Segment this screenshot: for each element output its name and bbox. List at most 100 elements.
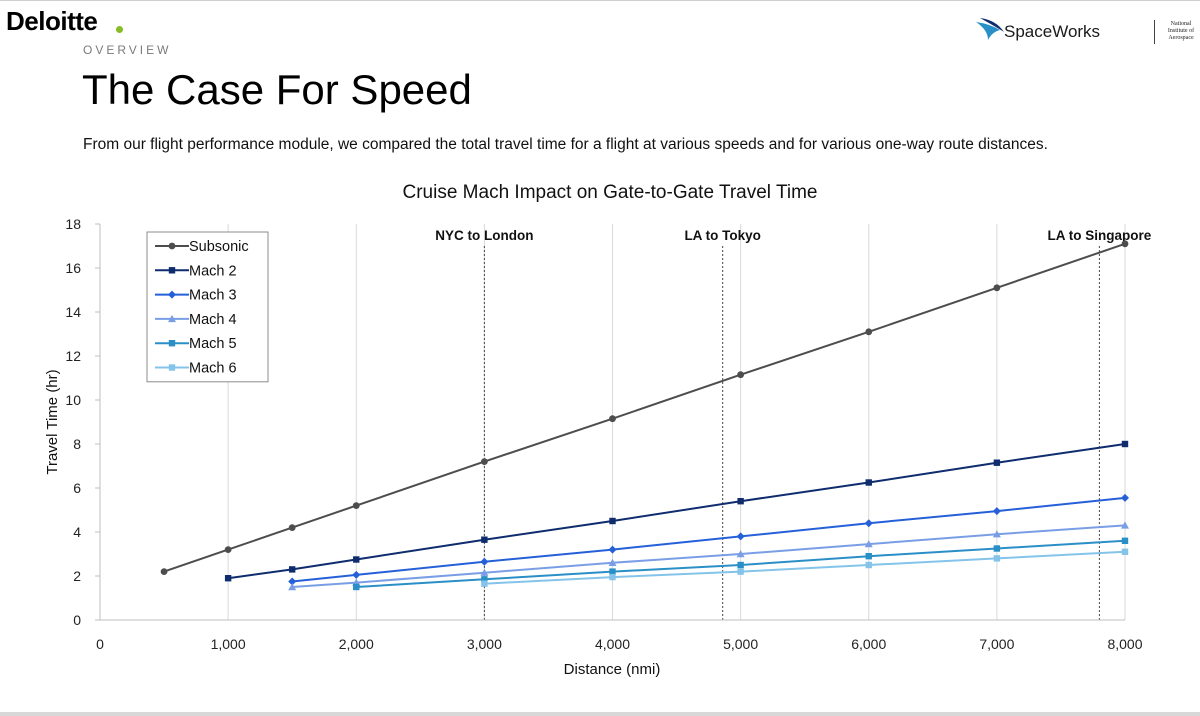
- data-point: [1121, 493, 1129, 502]
- data-point: [992, 507, 1001, 516]
- data-point: [609, 415, 616, 423]
- legend-item: Mach 3: [155, 288, 237, 304]
- route-marker-label: LA to Tokyo: [684, 228, 761, 243]
- data-point: [736, 532, 745, 541]
- top-border: [0, 0, 1200, 1]
- x-tick-label: 6,000: [851, 636, 886, 652]
- data-point: [481, 580, 488, 587]
- data-point: [737, 561, 744, 569]
- x-tick-label: 3,000: [467, 636, 502, 652]
- data-point: [864, 540, 873, 548]
- chart-title: Cruise Mach Impact on Gate-to-Gate Trave…: [403, 182, 818, 203]
- x-tick-label: 1,000: [211, 636, 246, 652]
- data-point: [480, 458, 488, 465]
- y-tick-label: 16: [65, 260, 81, 276]
- x-tick-label: 8,000: [1107, 636, 1142, 652]
- x-tick-label: 7,000: [979, 636, 1014, 652]
- data-point: [1121, 537, 1129, 544]
- spaceworks-logo-text: SpaceWorks: [1004, 22, 1101, 41]
- y-tick-label: 8: [73, 436, 81, 452]
- data-point: [993, 459, 1001, 466]
- data-point: [609, 573, 616, 581]
- data-point: [864, 519, 873, 528]
- data-point: [288, 583, 297, 591]
- series-line: [163, 242, 1126, 573]
- x-tick-label: 2,000: [339, 636, 374, 652]
- data-point: [168, 267, 176, 274]
- legend-box: [146, 231, 269, 383]
- series-subsonic: [160, 240, 1129, 575]
- data-point: [480, 557, 489, 566]
- series-line: [484, 550, 1126, 585]
- data-point: [168, 314, 176, 323]
- route-marker-label: LA to Singapore: [1048, 228, 1152, 243]
- data-point: [288, 524, 296, 531]
- data-point: [1121, 440, 1129, 448]
- deloitte-logo-dot: [116, 26, 123, 33]
- data-point: [992, 530, 1001, 538]
- y-tick-label: 4: [73, 524, 81, 540]
- x-tick-label: 0: [96, 636, 104, 652]
- series-line: [292, 496, 1126, 583]
- data-point: [608, 545, 617, 554]
- y-axis-label: Travel Time (hr): [44, 369, 61, 474]
- x-tick-label: 5,000: [723, 636, 758, 652]
- x-axis-label: Distance (nmi): [564, 661, 661, 678]
- deloitte-logo: Deloitte: [6, 6, 98, 36]
- y-tick-label: 6: [73, 480, 81, 496]
- data-point: [168, 364, 176, 371]
- data-point: [1121, 240, 1129, 248]
- data-point: [865, 479, 872, 486]
- data-point: [737, 568, 744, 575]
- data-point: [993, 555, 1001, 562]
- data-point: [865, 328, 873, 336]
- legend-label: Mach 3: [189, 288, 237, 304]
- legend-label: Mach 4: [189, 312, 237, 328]
- route-annotations: NYC to London LA to Tokyo LA to Singapore: [435, 228, 1152, 620]
- y-tick-label: 10: [65, 392, 81, 408]
- data-point: [993, 284, 1001, 292]
- nia-logo-text: National Institute of Aerospace: [1167, 21, 1195, 41]
- data-point: [224, 546, 232, 553]
- y-tick-label: 12: [65, 348, 81, 364]
- data-point: [608, 558, 617, 566]
- x-tick-label: 4,000: [595, 636, 630, 652]
- page-title: The Case For Speed: [82, 66, 472, 113]
- route-marker-label: NYC to London: [435, 228, 533, 243]
- data-point: [609, 568, 616, 575]
- data-point: [993, 545, 1001, 552]
- data-point: [609, 517, 616, 525]
- series-mach-4: [288, 521, 1129, 591]
- data-point: [168, 242, 176, 250]
- spaceworks-swoosh-icon: [976, 18, 1004, 40]
- data-point: [224, 575, 232, 582]
- series-mach-5: [353, 537, 1129, 591]
- data-point: [352, 502, 360, 509]
- data-point: [1121, 521, 1129, 529]
- legend: Subsonic Mach 2 Mach 3 Mach 4 Mach 5 Mach 6: [146, 231, 269, 383]
- data-point: [736, 550, 745, 558]
- data-point: [160, 568, 168, 575]
- data-point: [288, 577, 297, 586]
- data-point: [481, 576, 488, 583]
- data-point: [353, 556, 360, 563]
- legend-item: Mach 5: [155, 336, 237, 352]
- data-point: [737, 498, 744, 505]
- legend-label: Mach 5: [189, 336, 237, 352]
- data-point: [865, 561, 872, 569]
- data-point: [168, 340, 176, 347]
- legend-item: Subsonic: [155, 239, 249, 255]
- axes: 0 1,000 2,000 3,000 4,000 5,000 6,000 7,000 8,00…: [65, 216, 1142, 652]
- data-point: [353, 583, 360, 591]
- series-lines: [160, 240, 1129, 591]
- series-mach-2: [224, 440, 1129, 582]
- legend-label: Mach 2: [189, 263, 237, 279]
- y-tick-label: 18: [65, 216, 81, 232]
- data-point: [288, 566, 296, 573]
- series-line: [292, 524, 1126, 588]
- legend-item: Mach 4: [155, 312, 237, 328]
- bottom-border: [0, 712, 1200, 716]
- data-point: [865, 553, 872, 560]
- y-tick-label: 0: [73, 612, 81, 628]
- legend-label: Subsonic: [189, 239, 249, 255]
